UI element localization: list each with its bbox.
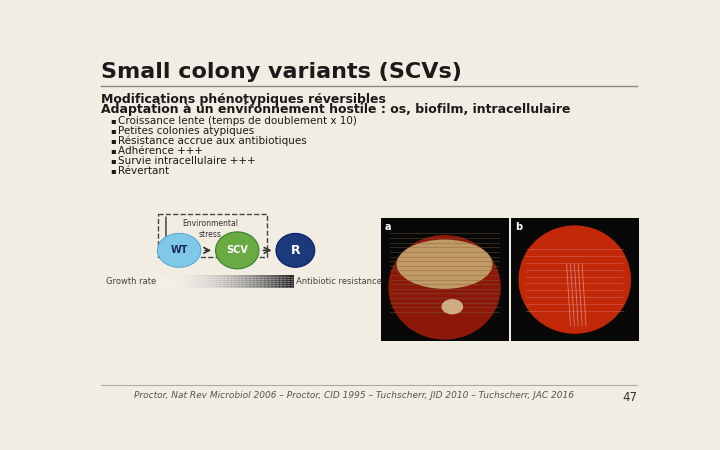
- Text: 47: 47: [622, 391, 637, 404]
- Text: Environmental
stress: Environmental stress: [182, 220, 238, 239]
- Text: Antibiotic resistance: Antibiotic resistance: [296, 277, 382, 286]
- Ellipse shape: [518, 225, 631, 334]
- Text: Adhérence +++: Adhérence +++: [118, 146, 203, 156]
- Ellipse shape: [388, 235, 501, 340]
- Ellipse shape: [441, 299, 463, 315]
- Text: b: b: [515, 222, 522, 232]
- Text: Survie intracellulaire +++: Survie intracellulaire +++: [118, 156, 256, 166]
- Text: ▪: ▪: [110, 166, 116, 175]
- Text: Croissance lente (temps de doublement x 10): Croissance lente (temps de doublement x …: [118, 116, 357, 126]
- Text: SCV: SCV: [226, 245, 248, 255]
- Text: Petites colonies atypiques: Petites colonies atypiques: [118, 126, 254, 135]
- Text: ▪: ▪: [110, 146, 116, 155]
- Text: Growth rate: Growth rate: [106, 277, 156, 286]
- Ellipse shape: [397, 239, 492, 289]
- Text: ▪: ▪: [110, 116, 116, 125]
- Text: WT: WT: [171, 245, 188, 255]
- Text: Small colony variants (SCVs): Small colony variants (SCVs): [101, 62, 462, 82]
- Text: ▪: ▪: [110, 156, 116, 165]
- Ellipse shape: [276, 234, 315, 267]
- Text: a: a: [384, 222, 391, 232]
- Text: Proctor, Nat Rev Microbiol 2006 – Proctor, CID 1995 – Tuchscherr, JID 2010 – Tuc: Proctor, Nat Rev Microbiol 2006 – Procto…: [133, 391, 574, 400]
- Ellipse shape: [215, 232, 259, 269]
- Text: ▪: ▪: [110, 126, 116, 135]
- Ellipse shape: [158, 234, 201, 267]
- Bar: [381, 218, 508, 341]
- Text: Résistance accrue aux antibiotiques: Résistance accrue aux antibiotiques: [118, 135, 307, 146]
- Text: Modifications phénotypiques réversibles: Modifications phénotypiques réversibles: [101, 93, 386, 105]
- Text: Adaptation à un environnement hostile : os, biofilm, intracellulaire: Adaptation à un environnement hostile : …: [101, 104, 570, 116]
- Bar: [510, 218, 639, 341]
- Text: Révertant: Révertant: [118, 166, 169, 176]
- Bar: [158, 214, 266, 257]
- Text: ▪: ▪: [110, 135, 116, 144]
- Text: R: R: [291, 244, 300, 257]
